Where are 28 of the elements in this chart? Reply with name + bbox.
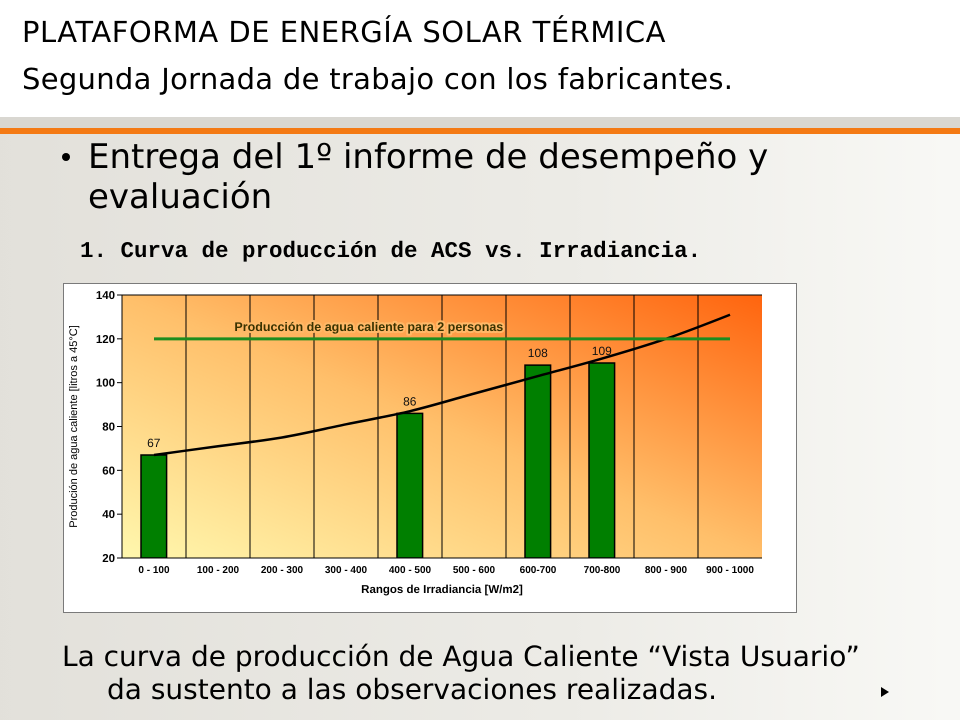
y-tick-label: 40 bbox=[102, 509, 115, 522]
x-tick-label: 900 - 1000 bbox=[706, 565, 754, 576]
x-tick-label: 700-800 bbox=[584, 565, 621, 576]
y-tick-label: 140 bbox=[96, 290, 115, 302]
x-tick-label: 800 - 900 bbox=[644, 565, 688, 576]
data-label: 67 bbox=[147, 436, 161, 450]
x-tick-label: 0 - 100 bbox=[138, 565, 170, 576]
x-tick-label: 200 - 300 bbox=[260, 565, 304, 576]
x-tick-label: 400 - 500 bbox=[388, 565, 432, 576]
x-axis-title: Rangos de Irradiancia [W/m2] bbox=[361, 584, 523, 596]
y-tick-label: 20 bbox=[102, 553, 115, 566]
y-tick-label: 100 bbox=[96, 378, 115, 390]
y-tick-label: 120 bbox=[96, 334, 115, 346]
text: La curva de producción de Agua Caliente “Vista Usuario” da sustento a las observaciones realizadas. bbox=[62, 640, 861, 706]
y-tick-label: 60 bbox=[102, 465, 115, 478]
text: 1. Curva de producción de ACS vs. Irradiancia. bbox=[80, 238, 702, 264]
y-tick-label: 80 bbox=[102, 422, 115, 434]
x-tick-label: 600-700 bbox=[520, 565, 557, 576]
chart-subtitle: Segunda Jornada de trabajo con los fabricantes. bbox=[22, 62, 734, 96]
data-label: 109 bbox=[592, 344, 612, 358]
data-label: 86 bbox=[403, 394, 417, 408]
text: Entrega del 1º informe de desempeño y evaluación bbox=[88, 137, 770, 217]
y-axis-title: Produción de agua caliente [litros a 45°C] bbox=[68, 325, 80, 528]
data-label: 108 bbox=[528, 346, 548, 360]
x-tick-label: 300 - 400 bbox=[324, 565, 368, 576]
chart-title: PLATAFORMA DE ENERGÍA SOLAR TÉRMICA bbox=[22, 15, 666, 49]
x-tick-label: 500 - 600 bbox=[452, 565, 496, 576]
x-tick-label: 100 - 200 bbox=[196, 565, 240, 576]
